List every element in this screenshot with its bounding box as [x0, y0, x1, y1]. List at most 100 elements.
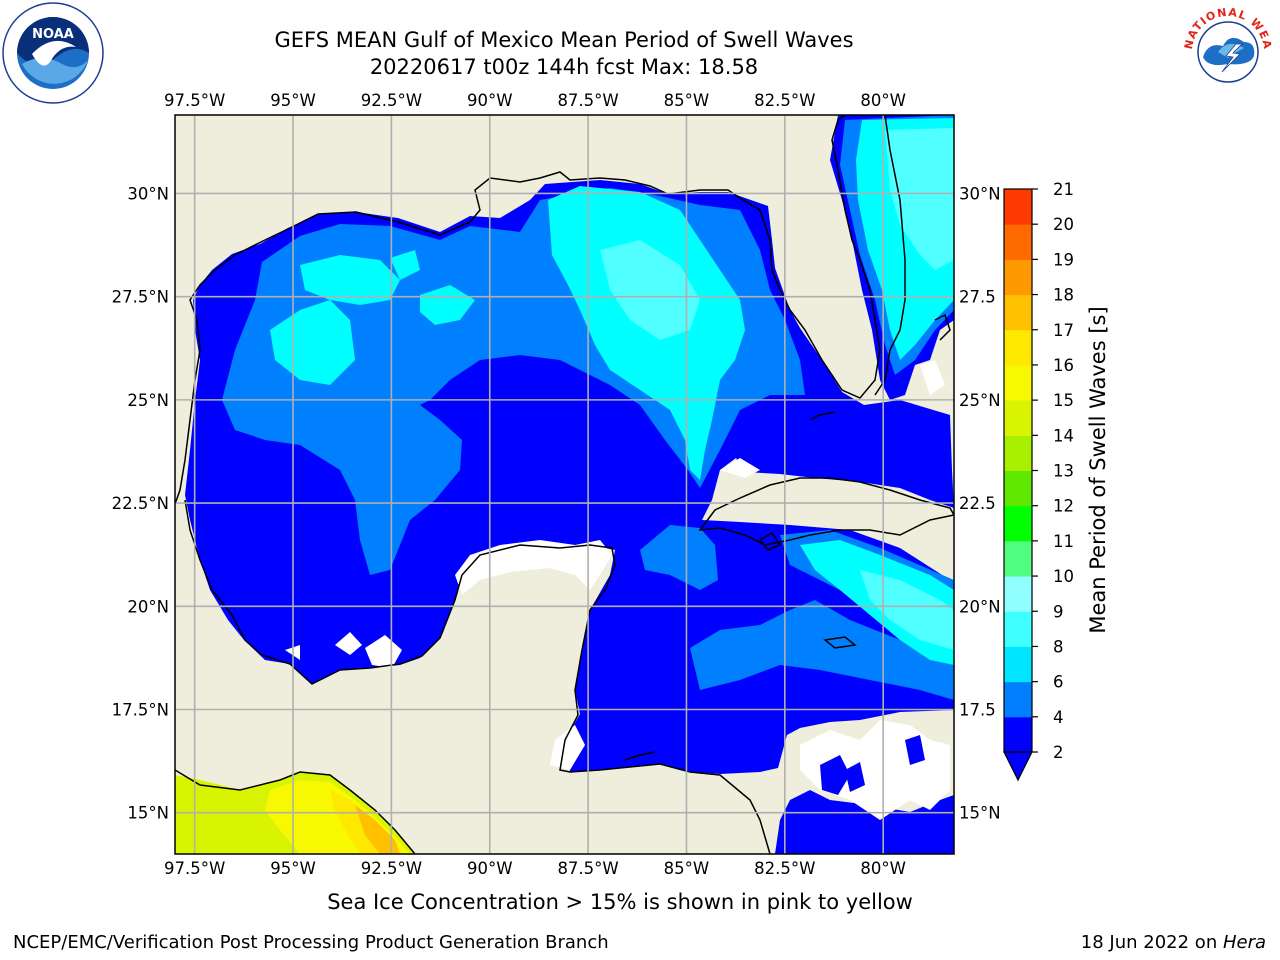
latitude-tick-label-right: 20°N	[959, 597, 1001, 616]
caribbean-patch	[790, 795, 815, 815]
caribbean-patch	[905, 735, 925, 765]
colorbar-tick-label: 17	[1053, 321, 1074, 340]
pacific-contour-17s	[355, 805, 400, 854]
colorbar: 2 4 6 8 9 10 11 12 13 14 15 16 17 18 19 20 21	[1003, 180, 1074, 782]
noaa-logo-icon: NOAA	[2, 2, 104, 104]
colorbar-tick-label: 10	[1053, 567, 1074, 586]
colorbar-segment	[1004, 540, 1032, 577]
colorbar-tick-label: 12	[1053, 497, 1074, 516]
no-data-patch	[455, 540, 612, 595]
latitude-tick-label: 25°N	[127, 391, 169, 410]
colorbar-tick-label: 19	[1053, 250, 1074, 269]
colorbar-segment	[1004, 716, 1032, 753]
colorbar-segment	[1004, 470, 1032, 507]
longitude-tick-label: 82.5°W	[754, 859, 815, 878]
colorbar-segment	[1004, 646, 1032, 683]
yucatan-contour-4s	[640, 525, 718, 590]
nws-logo-icon: NATIONAL WEATHER SERVICE	[1178, 2, 1277, 101]
chart-subtitle: 20220617 t00z 144h fcst Max: 18.58	[369, 55, 759, 79]
latitude-tick-label-right: 25°N	[959, 391, 1001, 410]
no-data-patch	[920, 360, 945, 395]
chart-title: GEFS MEAN Gulf of Mexico Mean Period of …	[274, 28, 854, 52]
latitude-tick-label-right: 22.5	[959, 494, 996, 513]
latitude-tick-label: 15°N	[127, 804, 169, 823]
colorbar-segment	[1004, 329, 1032, 366]
caribbean-patch	[845, 762, 865, 792]
no-data-patch	[365, 635, 402, 668]
colorbar-tick-label: 16	[1053, 356, 1074, 375]
colorbar-tick-label: 13	[1053, 462, 1074, 481]
latitude-tick-label-right: 27.5	[959, 288, 996, 307]
colorbar-tick-label: 4	[1053, 708, 1064, 727]
colorbar-segment	[1004, 400, 1032, 436]
central-gulf-contour-8s	[600, 240, 700, 340]
colorbar-segment	[1004, 435, 1032, 471]
longitude-tick-label: 80°W	[860, 91, 906, 110]
colorbar-segment	[1004, 259, 1032, 296]
latitude-tick-label: 20°N	[127, 597, 169, 616]
latitude-tick-label-right: 30°N	[959, 184, 1001, 203]
svg-text:NOAA: NOAA	[32, 27, 74, 42]
colorbar-segment	[1004, 681, 1032, 718]
colorbar-tick-label: 18	[1053, 286, 1074, 305]
credit-text: NCEP/EMC/Verification Post Processing Pr…	[13, 932, 609, 953]
latitude-tick-label: 17.5°N	[112, 701, 169, 720]
colorbar-segment	[1004, 224, 1032, 260]
longitude-tick-label: 95°W	[270, 91, 316, 110]
longitude-labels-top: 97.5°W 95°W 92.5°W 90°W 87.5°W 85°W 82.5°W 80°W	[164, 91, 906, 110]
latitude-tick-label-right: 17.5	[959, 701, 996, 720]
colorbar-tick-label: 6	[1053, 673, 1064, 692]
atlantic-contour-8s	[885, 128, 954, 270]
colorbar-segment	[1004, 364, 1032, 401]
no-data-patch	[335, 632, 362, 655]
longitude-tick-label: 95°W	[270, 859, 316, 878]
latitude-tick-label: 27.5°N	[112, 288, 169, 307]
latitude-tick-label: 30°N	[127, 184, 169, 203]
caribbean-swell-field	[775, 790, 954, 854]
caribbean-contour-4s	[690, 600, 954, 700]
longitude-tick-label: 85°W	[664, 91, 710, 110]
colorbar-tick-label: 14	[1053, 426, 1074, 445]
caribbean-patch	[820, 755, 850, 795]
colorbar-tick-label: 21	[1053, 180, 1074, 199]
colorbar-tick-label: 9	[1053, 602, 1064, 621]
colorbar-segment	[1004, 294, 1032, 331]
latitude-labels-right: 30°N 27.5 25°N 22.5 20°N 17.5 15°N	[959, 184, 1001, 822]
machine-name: Hera	[1222, 932, 1266, 953]
western-gulf-contour-6s	[270, 300, 355, 385]
map-area	[175, 115, 954, 854]
central-gulf-contour-6s	[548, 186, 745, 480]
northern-gulf-contour-6s	[390, 250, 420, 280]
longitude-tick-label: 90°W	[467, 91, 513, 110]
latitude-labels-left: 30°N 27.5°N 25°N 22.5°N 20°N 17.5°N 15°N	[112, 184, 169, 822]
western-gulf-contour-6s-b	[300, 255, 400, 305]
sea-ice-note: Sea Ice Concentration > 15% is shown in …	[327, 890, 913, 914]
colorbar-tick-label: 11	[1053, 532, 1074, 551]
longitude-tick-label: 92.5°W	[361, 859, 422, 878]
longitude-tick-label: 80°W	[860, 859, 906, 878]
colorbar-label: Mean Period of Swell Waves [s]	[1086, 306, 1110, 633]
latitude-tick-label-right: 15°N	[959, 804, 1001, 823]
longitude-tick-label: 97.5°W	[164, 91, 225, 110]
no-data-patch	[720, 458, 760, 478]
longitude-tick-label: 87.5°W	[557, 91, 618, 110]
colorbar-tick-label: 2	[1053, 743, 1064, 762]
latitude-tick-label: 22.5°N	[112, 494, 169, 513]
date-stamp: 18 Jun 2022 on Hera	[1080, 932, 1266, 953]
longitude-tick-label: 85°W	[664, 859, 710, 878]
longitude-tick-label: 82.5°W	[754, 91, 815, 110]
longitude-tick-label: 90°W	[467, 859, 513, 878]
no-data-patch	[550, 725, 585, 770]
northern-gulf-contour-6s-b	[420, 285, 475, 325]
graticule	[175, 115, 954, 854]
colorbar-tick-label: 20	[1053, 215, 1074, 234]
colorbar-segment	[1004, 505, 1032, 542]
longitude-tick-label: 87.5°W	[557, 859, 618, 878]
colorbar-tick-label: 15	[1053, 391, 1074, 410]
colorbar-segment	[1004, 576, 1032, 612]
longitude-tick-label: 92.5°W	[361, 91, 422, 110]
longitude-tick-label: 97.5°W	[164, 859, 225, 878]
coastlines	[175, 115, 954, 854]
colorbar-segment	[1004, 189, 1032, 225]
